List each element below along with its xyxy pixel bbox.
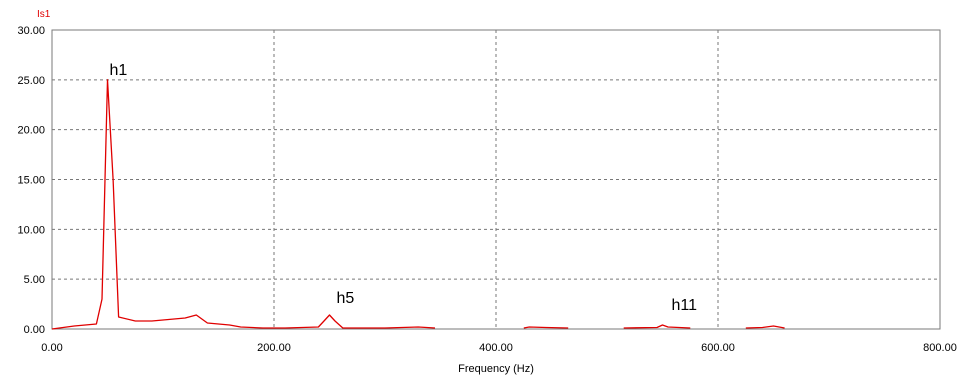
harmonic-label-h11: h11: [672, 297, 698, 314]
series-title: Is1: [37, 9, 51, 20]
annotation-layer: h1 h5 h11: [110, 62, 698, 314]
y-tick-label: 0.00: [24, 324, 45, 336]
y-tick-label: 5.00: [24, 274, 45, 286]
series-line: [623, 324, 691, 329]
plot-area: [51, 29, 941, 330]
series-line: [523, 326, 569, 329]
x-axis-ticks: 0.00 200.00 400.00 600.00 800.00: [41, 342, 957, 354]
x-tick-label: 400.00: [479, 342, 513, 354]
x-tick-label: 600.00: [701, 342, 735, 354]
series-line: [745, 325, 785, 329]
harmonic-label-h5: h5: [337, 290, 355, 307]
x-tick-label: 200.00: [257, 342, 291, 354]
x-tick-label: 0.00: [41, 342, 62, 354]
x-tick-label: 800.00: [923, 342, 957, 354]
series-layer: [51, 79, 785, 330]
grid-layer: [52, 30, 940, 329]
harmonic-label-h1: h1: [110, 62, 128, 79]
y-tick-label: 10.00: [17, 224, 45, 236]
series-line: [51, 79, 436, 330]
y-tick-label: 20.00: [17, 125, 45, 137]
y-tick-label: 30.00: [17, 25, 45, 37]
y-tick-label: 25.00: [17, 75, 45, 87]
x-axis-label: Frequency (Hz): [458, 363, 534, 375]
y-axis-ticks: 0.00 5.00 10.00 15.00 20.00 25.00 30.00: [17, 25, 45, 336]
y-tick-label: 15.00: [17, 175, 45, 187]
